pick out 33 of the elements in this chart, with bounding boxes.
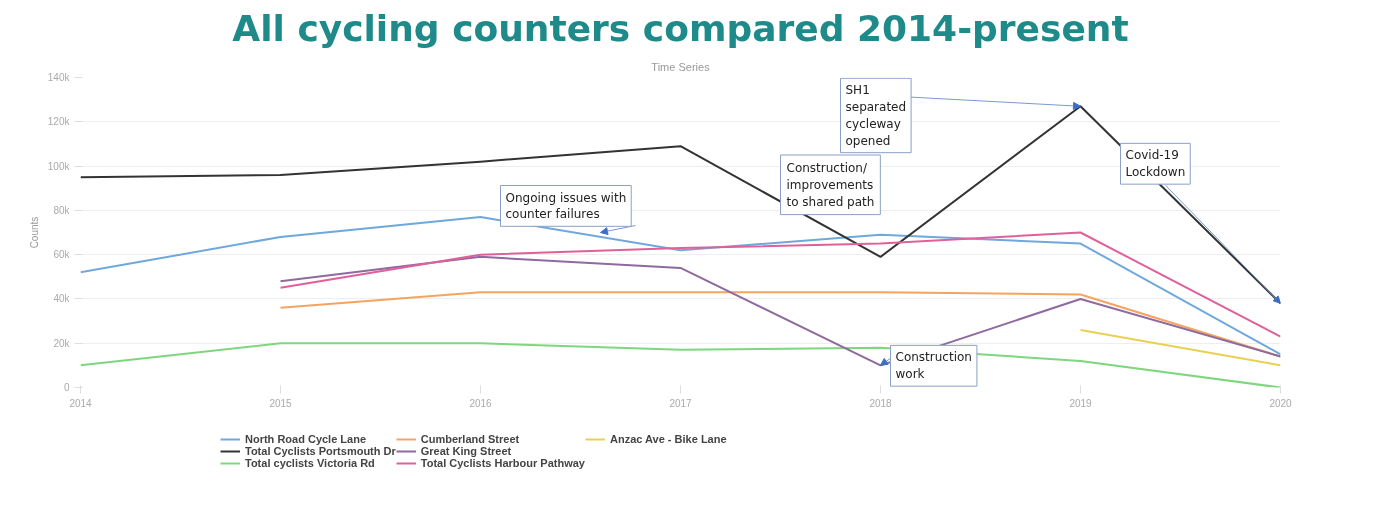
legend-label: Total Cyclists Portsmouth Dr [245,445,396,457]
y-tick-label: 80k [53,204,71,216]
annotation: Ongoing issues with counter failures [505,190,627,222]
chart-subtitle: Time Series [651,60,711,73]
x-tick-label: 2015 [269,397,293,409]
legend-label: Anzac Ave - Bike Lane [610,433,727,445]
annotation: Construction work [895,350,972,382]
x-tick-label: 2018 [869,397,893,409]
annotation: Covid-19 Lockdown [1125,148,1186,180]
line-series [80,342,1281,388]
legend-label: Total cyclists Victoria Rd [245,457,375,469]
y-tick-label: 140k [47,72,71,83]
y-tick-label: 120k [47,116,71,128]
y-tick-label: 100k [47,160,71,172]
annotation: Construction/ improvements to shared path [786,161,875,209]
legend-label: North Road Cycle Lane [245,433,367,445]
x-tick-label: 2016 [469,397,493,409]
y-tick-label: 60k [53,249,71,261]
y-tick-label: 20k [53,337,71,349]
x-tick-label: 2019 [1069,397,1093,409]
legend-label: Great King Street [420,445,512,457]
chart-title: All cycling counters compared 2014-present [232,7,1129,49]
x-tick-label: 2017 [669,397,693,409]
line-series [279,231,1281,338]
y-tick-label: 40k [53,293,71,305]
x-tick-label: 2014 [69,397,93,409]
y-tick-label: 0 [63,382,70,393]
legend-label: Cumberland Street [420,433,520,445]
legend-label: Total Cyclists Harbour Pathway [420,457,585,469]
x-tick-label: 2020 [1269,397,1293,409]
line-series [279,255,1281,367]
annotation: SH1 separated cycleway opened [845,83,907,148]
y-axis-title: Counts [28,216,40,249]
